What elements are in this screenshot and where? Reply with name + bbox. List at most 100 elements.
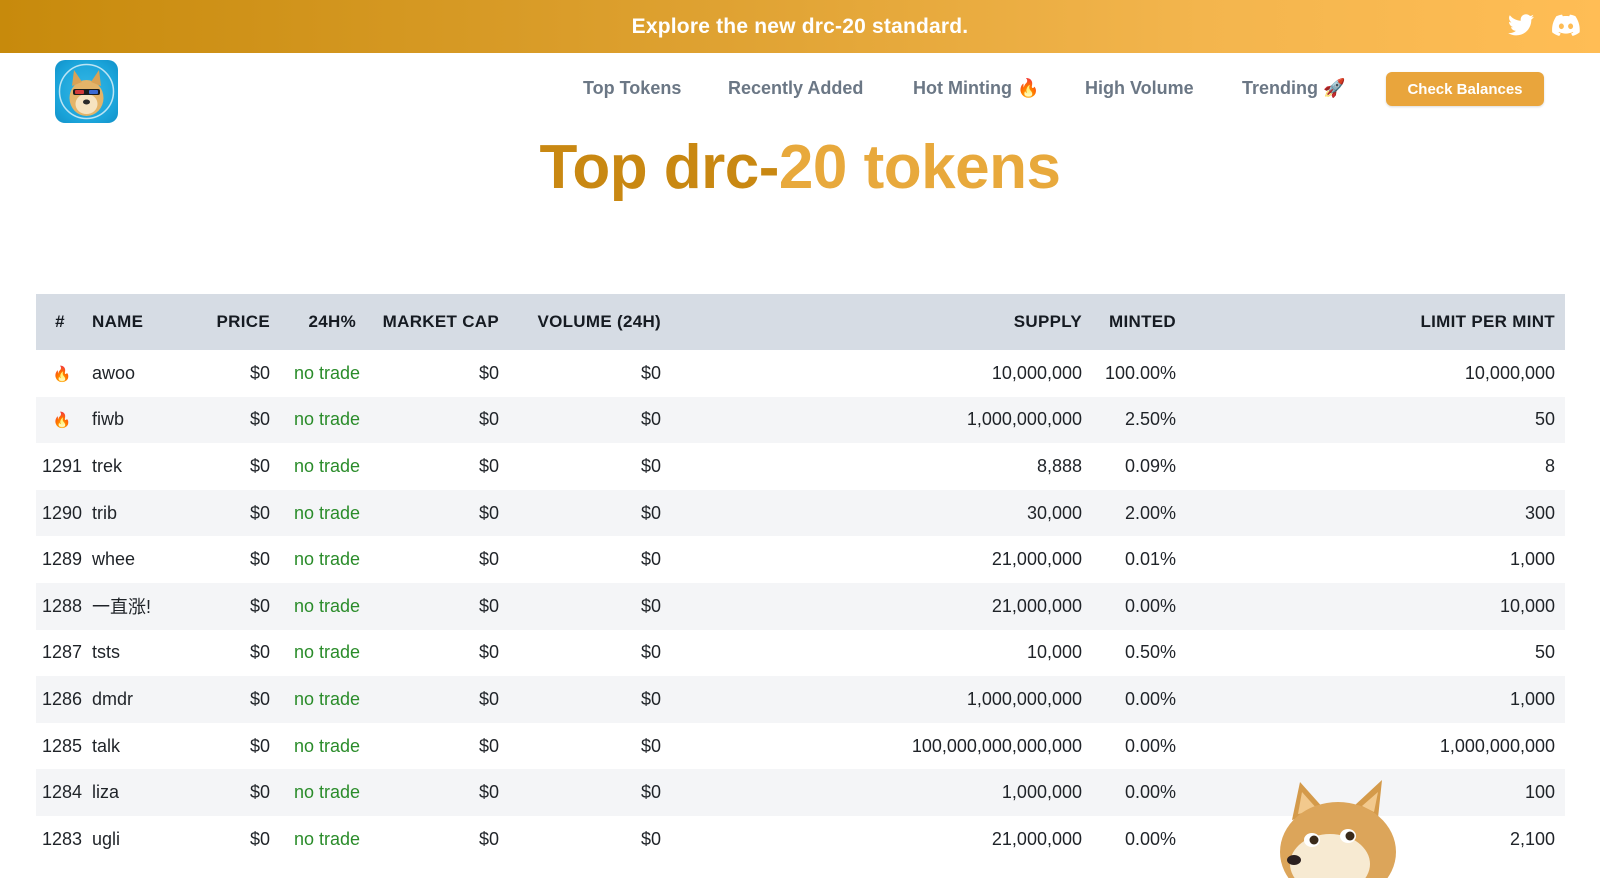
token-price: $0: [249, 455, 270, 476]
token-limit-per-mint: 1,000,000,000: [1439, 735, 1555, 756]
token-supply: 1,000,000,000: [966, 409, 1082, 430]
check-balances-button[interactable]: Check Balances: [1386, 72, 1544, 106]
token-price: $0: [249, 362, 270, 383]
token-supply: 30,000: [1026, 502, 1082, 523]
token-minted: 0.09%: [1124, 455, 1176, 476]
nav-high-volume[interactable]: High Volume: [1085, 78, 1194, 98]
token-volume: $0: [640, 735, 661, 756]
token-supply: 100,000,000,000,000: [911, 735, 1082, 756]
table-row[interactable]: 1286 dmdr $0 no trade $0 $0 1,000,000,000 0.00%…: [36, 676, 1565, 723]
col-header-supply[interactable]: SUPPLY: [1013, 312, 1082, 331]
token-name[interactable]: trib: [92, 502, 118, 523]
token-limit-per-mint: 50: [1534, 642, 1555, 663]
token-minted: 100.00%: [1104, 362, 1176, 383]
row-rank: 1284: [42, 782, 83, 803]
token-limit-per-mint: 100: [1524, 782, 1555, 803]
token-name[interactable]: fiwb: [92, 409, 125, 430]
col-header-minted[interactable]: MINTED: [1109, 312, 1176, 331]
doge-logo-icon: [58, 63, 115, 120]
row-rank: 1289: [42, 549, 83, 570]
doge-labs-logo[interactable]: [55, 60, 118, 123]
token-24h-change: no trade: [294, 409, 361, 430]
table-row[interactable]: 1290 trib $0 no trade $0 $0 30,000 2.00% 300: [36, 489, 1565, 537]
token-price: $0: [249, 549, 270, 570]
token-market-cap: $0: [478, 455, 499, 476]
token-market-cap: $0: [478, 782, 499, 803]
col-header-price[interactable]: PRICE: [216, 312, 270, 331]
token-limit-per-mint: 300: [1524, 502, 1555, 523]
table-row[interactable]: 1291 trek $0 no trade $0 $0 8,888 0.09% 8: [36, 443, 1565, 490]
top-navigation: Top Tokens Recently Added Hot Minting 🔥 …: [0, 72, 1600, 106]
tokens-table: # NAME PRICE 24H% MARKET CAP VOLUME (24H…: [36, 294, 1565, 863]
table-row[interactable]: 🔥 awoo $0 no trade $0 $0 10,000,000 100.00% 10,0…: [36, 350, 1565, 397]
token-limit-per-mint: 2,100: [1509, 828, 1555, 849]
token-volume: $0: [640, 688, 661, 709]
token-name[interactable]: dmdr: [92, 688, 134, 709]
token-price: $0: [249, 409, 270, 430]
token-minted: 0.00%: [1124, 595, 1176, 616]
nav-trending[interactable]: Trending 🚀: [1242, 78, 1346, 98]
token-minted: 2.50%: [1124, 409, 1176, 430]
nav-top-tokens[interactable]: Top Tokens: [583, 78, 682, 98]
col-header-name[interactable]: NAME: [92, 312, 144, 331]
table-row[interactable]: 1289 whee $0 no trade $0 $0 21,000,000 0.01% 1,0…: [36, 536, 1565, 583]
col-header-market-cap[interactable]: MARKET CAP: [382, 312, 499, 331]
token-price: $0: [249, 782, 270, 803]
token-price: $0: [249, 688, 270, 709]
row-rank: 1286: [42, 688, 83, 709]
token-name[interactable]: awoo: [92, 362, 136, 383]
token-market-cap: $0: [478, 735, 499, 756]
token-limit-per-mint: 1,000: [1509, 688, 1555, 709]
token-market-cap: $0: [478, 595, 499, 616]
nav-recently-added[interactable]: Recently Added: [728, 78, 864, 98]
table-body: 🔥 awoo $0 no trade $0 $0 10,000,000 100.00% 10,0…: [36, 350, 1565, 863]
token-market-cap: $0: [478, 642, 499, 663]
token-name[interactable]: liza: [92, 782, 120, 803]
token-24h-change: no trade: [294, 549, 361, 570]
row-rank: 1287: [42, 642, 83, 663]
col-header-rank[interactable]: #: [55, 312, 65, 331]
token-volume: $0: [640, 549, 661, 570]
token-24h-change: no trade: [294, 455, 361, 476]
token-market-cap: $0: [478, 549, 499, 570]
col-header-24h[interactable]: 24H%: [308, 312, 356, 331]
table-row[interactable]: 1285 talk $0 no trade $0 $0 100,000,000,000,00…: [36, 722, 1565, 770]
token-market-cap: $0: [478, 409, 499, 430]
row-rank: 1291: [42, 455, 83, 476]
token-volume: $0: [640, 642, 661, 663]
page-title: Top drc-20 tokens: [0, 132, 1600, 203]
token-minted: 0.00%: [1124, 688, 1176, 709]
page-title-part-1: Top drc-: [539, 133, 780, 202]
banner-text[interactable]: Explore the new drc-20 standard.: [631, 14, 969, 38]
token-minted: 0.00%: [1124, 735, 1176, 756]
announcement-banner[interactable]: Explore the new drc-20 standard.: [0, 0, 1600, 53]
token-name[interactable]: trek: [92, 455, 123, 476]
table-row[interactable]: 🔥 fiwb $0 no trade $0 $0 1,000,000,000 2.50% 50: [36, 396, 1565, 444]
token-limit-per-mint: 10,000,000: [1464, 362, 1555, 383]
token-supply: 1,000,000,000: [966, 688, 1082, 709]
token-minted: 0.00%: [1124, 782, 1176, 803]
token-volume: $0: [640, 828, 661, 849]
nav-hot-minting[interactable]: Hot Minting 🔥: [913, 78, 1040, 98]
table-row[interactable]: 1288 一直涨! $0 no trade $0 $0 21,000,000 0.00% 10,…: [36, 582, 1565, 630]
token-market-cap: $0: [478, 828, 499, 849]
discord-icon[interactable]: [1552, 14, 1580, 36]
tokens-table-container: # NAME PRICE 24H% MARKET CAP VOLUME (24H…: [36, 294, 1565, 863]
col-header-volume[interactable]: VOLUME (24H): [537, 312, 661, 331]
token-volume: $0: [640, 409, 661, 430]
token-name[interactable]: talk: [92, 735, 121, 756]
token-name[interactable]: tsts: [92, 642, 121, 663]
token-market-cap: $0: [478, 502, 499, 523]
token-limit-per-mint: 10,000: [1499, 595, 1555, 616]
token-name[interactable]: 一直涨!: [92, 597, 152, 618]
token-price: $0: [249, 735, 270, 756]
hot-minting-fire-icon: 🔥: [52, 412, 72, 430]
table-row[interactable]: 1287 tsts $0 no trade $0 $0 10,000 0.50% 50: [36, 629, 1565, 677]
token-price: $0: [249, 595, 270, 616]
token-name[interactable]: ugli: [92, 828, 121, 849]
col-header-limit-per-mint[interactable]: LIMIT PER MINT: [1420, 312, 1555, 331]
twitter-icon[interactable]: [1508, 14, 1534, 36]
token-name[interactable]: whee: [92, 549, 136, 570]
table-header-row: # NAME PRICE 24H% MARKET CAP VOLUME (24H…: [36, 294, 1565, 350]
token-24h-change: no trade: [294, 688, 361, 709]
